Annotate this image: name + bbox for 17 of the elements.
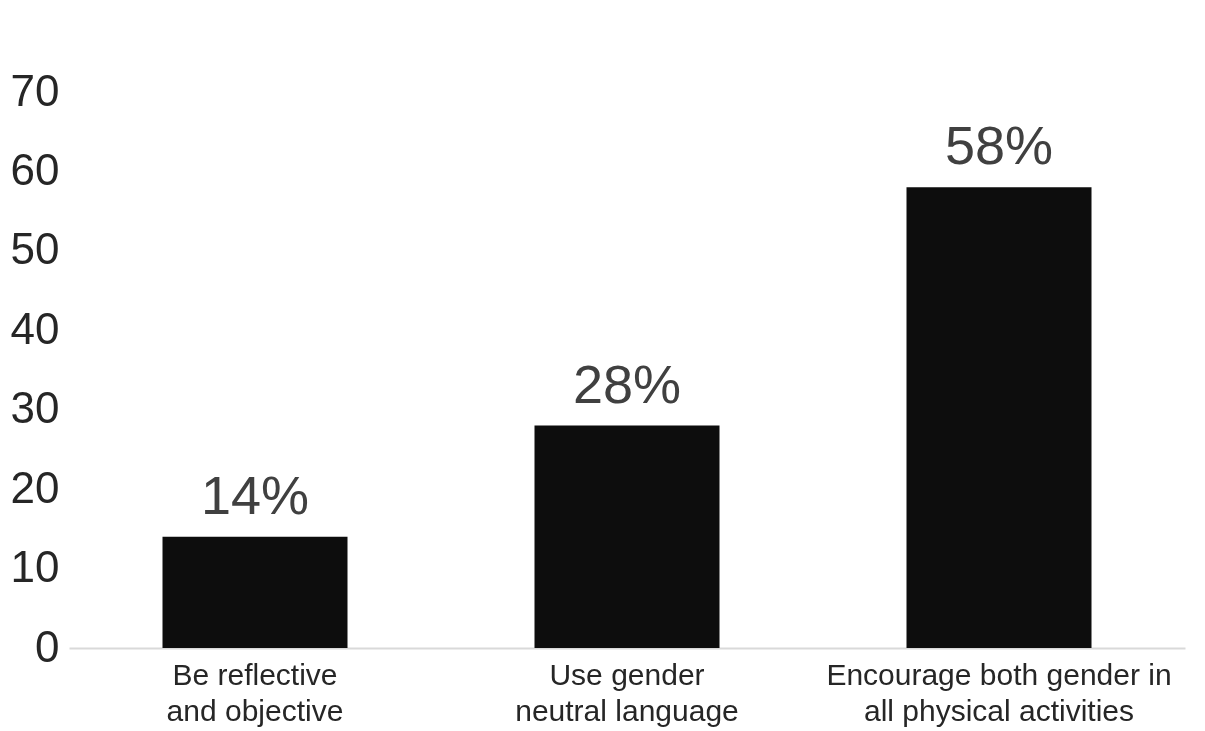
x-tick-label: Use gender neutral language	[515, 657, 739, 727]
x-tick-label: Encourage both gender in all physical activities	[826, 657, 1172, 727]
data-label: 28%	[572, 353, 682, 414]
bar	[906, 187, 1092, 648]
y-tick-label: 60	[10, 144, 60, 194]
y-tick-label: 30	[10, 383, 60, 433]
y-tick-label: 20	[10, 462, 60, 512]
y-tick-label: 50	[10, 224, 60, 274]
y-tick-label: 70	[10, 65, 60, 115]
y-tick-label: 40	[10, 303, 60, 353]
y-tick-label: 0	[35, 621, 60, 671]
y-tick-label: 10	[10, 542, 60, 592]
data-label: 14%	[200, 464, 310, 525]
data-label: 58%	[944, 115, 1054, 176]
x-tick-label: Be reflective and objective	[166, 657, 344, 727]
bar	[162, 536, 348, 648]
bar	[534, 425, 720, 648]
